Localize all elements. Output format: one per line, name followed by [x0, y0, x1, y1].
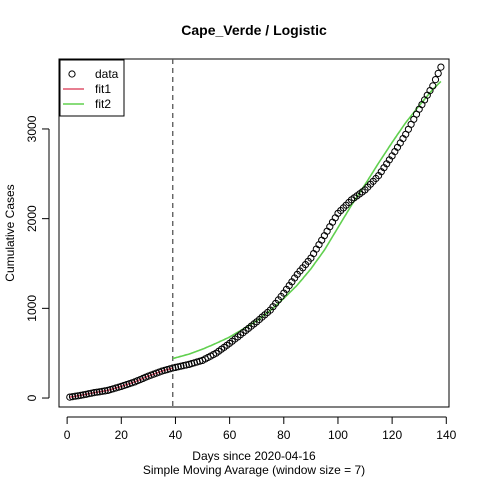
x-tick-label: 20 [115, 428, 129, 442]
y-axis-label: Cumulative Cases [3, 184, 17, 281]
axis-ticks: 0 20 40 60 80 100 120 140 0 1000 2000 3000 [25, 115, 457, 442]
x-tick-label: 100 [328, 428, 348, 442]
data-point [177, 362, 185, 370]
x-tick-label: 60 [223, 428, 237, 442]
legend-label-fit2: fit2 [95, 97, 111, 111]
plot-frame [58, 58, 450, 408]
y-tick-label: 1000 [25, 295, 39, 322]
x-axis-label: Days since 2020-04-16 [192, 449, 316, 463]
y-tick-label: 3000 [25, 115, 39, 142]
data-point [79, 391, 88, 399]
data-point [90, 389, 98, 397]
data-point [82, 390, 90, 398]
data-point [180, 362, 188, 370]
data-point [77, 391, 85, 399]
legend-label-data: data [95, 67, 119, 81]
data-point [182, 361, 190, 369]
x-tick-label: 40 [169, 428, 183, 442]
x-tick-label: 120 [382, 428, 402, 442]
data-point [68, 393, 77, 401]
data-point [431, 76, 440, 84]
data-point [169, 364, 177, 372]
legend-label-fit1: fit1 [95, 82, 111, 96]
data-point [437, 63, 445, 71]
legend-symbol-data [68, 70, 76, 78]
x-axis-sublabel: Simple Moving Avarage (window size = 7) [143, 463, 365, 477]
data-point [71, 392, 79, 400]
data-point [66, 393, 74, 401]
data-point [174, 363, 182, 371]
series-line-fit2 [172, 80, 442, 360]
chart-title: Cape_Verde / Logistic [181, 22, 327, 38]
x-tick-label: 80 [277, 428, 291, 442]
data-point [429, 82, 437, 90]
y-tick-label: 0 [25, 394, 39, 401]
x-tick-label: 140 [436, 428, 456, 442]
data-point [87, 389, 96, 397]
data-point [434, 69, 442, 78]
series-layer [66, 63, 445, 401]
data-point [85, 390, 93, 398]
y-tick-label: 2000 [25, 205, 39, 232]
data-point [98, 387, 106, 395]
data-point [171, 363, 180, 371]
legend-box [59, 59, 125, 117]
x-tick-label: 0 [64, 428, 71, 442]
data-point [93, 388, 101, 396]
data-point [74, 392, 82, 400]
data-point [96, 388, 104, 396]
